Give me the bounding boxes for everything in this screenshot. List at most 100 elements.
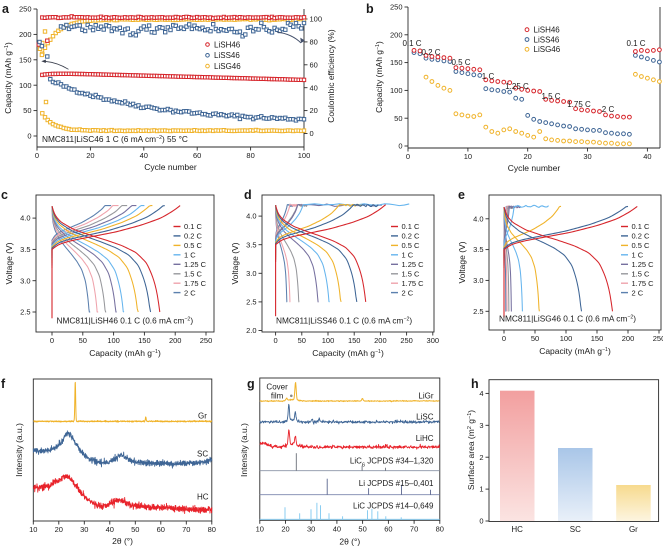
svg-text:1.25 C: 1.25 C xyxy=(632,260,655,269)
svg-text:0: 0 xyxy=(27,132,31,141)
svg-text:2.5: 2.5 xyxy=(246,298,256,307)
svg-text:40: 40 xyxy=(106,525,114,534)
svg-text:d: d xyxy=(244,188,252,202)
svg-text:100: 100 xyxy=(19,81,32,90)
svg-text:0.1 C: 0.1 C xyxy=(184,222,203,231)
svg-text:70: 70 xyxy=(410,524,418,533)
svg-text:Capacity (mAh g−1): Capacity (mAh g−1) xyxy=(3,42,13,114)
svg-text:60: 60 xyxy=(193,151,201,160)
svg-text:1: 1 xyxy=(479,485,483,494)
svg-text:40: 40 xyxy=(140,151,148,160)
svg-text:2θ (°): 2θ (°) xyxy=(112,536,133,546)
svg-text:1.25 C: 1.25 C xyxy=(184,260,207,269)
svg-text:1.5 C: 1.5 C xyxy=(632,269,651,278)
svg-text:80: 80 xyxy=(310,38,318,47)
svg-text:g: g xyxy=(247,377,255,391)
svg-text:100: 100 xyxy=(107,336,120,345)
svg-text:SC: SC xyxy=(570,525,581,534)
svg-text:LiC JCPDS #14–0,649: LiC JCPDS #14–0,649 xyxy=(353,502,434,511)
svg-text:LiSG46: LiSG46 xyxy=(214,62,241,71)
svg-text:3.5: 3.5 xyxy=(246,240,256,249)
svg-text:LiSS46: LiSS46 xyxy=(214,51,240,60)
svg-text:4.0: 4.0 xyxy=(473,214,483,223)
svg-text:40: 40 xyxy=(333,524,341,533)
svg-text:1 C: 1 C xyxy=(402,251,414,260)
svg-text:0.1 C: 0.1 C xyxy=(402,222,421,231)
svg-text:3.5: 3.5 xyxy=(20,245,30,254)
svg-text:4.0: 4.0 xyxy=(246,212,256,221)
svg-text:10: 10 xyxy=(464,152,472,161)
svg-text:1.75 C: 1.75 C xyxy=(632,279,655,288)
svg-text:2.5: 2.5 xyxy=(20,308,30,317)
svg-text:NMC811|LiSG46 0.1 C (0.6 mA cm: NMC811|LiSG46 0.1 C (0.6 mA cm−2) xyxy=(499,314,636,324)
svg-text:1 C: 1 C xyxy=(632,251,644,260)
svg-text:20: 20 xyxy=(524,152,532,161)
svg-text:Capacity (mAh g−1): Capacity (mAh g−1) xyxy=(374,41,384,113)
svg-text:300: 300 xyxy=(427,336,440,345)
svg-text:1.5 C: 1.5 C xyxy=(402,269,421,278)
svg-text:f: f xyxy=(1,377,6,391)
svg-text:3: 3 xyxy=(479,421,483,430)
svg-text:3.0: 3.0 xyxy=(473,276,483,285)
svg-text:0: 0 xyxy=(310,129,314,138)
svg-text:250: 250 xyxy=(390,3,403,12)
svg-text:250: 250 xyxy=(200,336,213,345)
svg-text:250: 250 xyxy=(653,334,663,343)
svg-text:NMC811|LiSH46 0.1 C (0.6 mA cm: NMC811|LiSH46 0.1 C (0.6 mA cm−2) xyxy=(57,316,194,326)
svg-text:40: 40 xyxy=(643,152,651,161)
svg-text:0.2 C: 0.2 C xyxy=(402,232,421,241)
svg-text:film: film xyxy=(271,392,284,401)
svg-text:200: 200 xyxy=(622,334,635,343)
svg-text:3.0: 3.0 xyxy=(20,276,30,285)
svg-text:60: 60 xyxy=(157,525,165,534)
svg-text:100: 100 xyxy=(560,334,573,343)
svg-text:2 C: 2 C xyxy=(402,288,414,297)
svg-text:250: 250 xyxy=(400,336,413,345)
svg-text:150: 150 xyxy=(390,58,403,67)
svg-text:0: 0 xyxy=(398,142,402,151)
svg-text:2θ (°): 2θ (°) xyxy=(339,536,360,546)
svg-text:Surface area (m2 g−1): Surface area (m2 g−1) xyxy=(466,410,476,490)
svg-text:b: b xyxy=(366,2,374,16)
svg-text:0: 0 xyxy=(35,151,39,160)
svg-text:1 C: 1 C xyxy=(482,72,495,81)
svg-text:200: 200 xyxy=(169,336,182,345)
svg-text:1.25 C: 1.25 C xyxy=(402,260,425,269)
svg-text:0.2 C: 0.2 C xyxy=(421,48,440,57)
svg-text:0.1 C: 0.1 C xyxy=(402,39,421,48)
svg-text:LiSS46: LiSS46 xyxy=(534,35,560,44)
svg-text:Coulombic efficiency (%): Coulombic efficiency (%) xyxy=(326,29,336,123)
svg-text:Capacity (mAh g−1): Capacity (mAh g−1) xyxy=(89,348,161,358)
svg-text:Cover: Cover xyxy=(266,383,288,392)
svg-text:Intensity (a.u.): Intensity (a.u.) xyxy=(14,423,24,477)
svg-text:0.5 C: 0.5 C xyxy=(402,241,421,250)
svg-text:3.5: 3.5 xyxy=(473,245,483,254)
svg-text:50: 50 xyxy=(79,336,87,345)
svg-text:150: 150 xyxy=(591,334,604,343)
svg-text:Cycle number: Cycle number xyxy=(508,163,561,173)
svg-text:4.0: 4.0 xyxy=(20,214,30,223)
svg-text:LiSC: LiSC xyxy=(416,412,434,421)
svg-text:50: 50 xyxy=(23,106,31,115)
svg-text:0: 0 xyxy=(406,152,410,161)
svg-text:HC: HC xyxy=(197,493,209,502)
svg-text:200: 200 xyxy=(390,30,403,39)
svg-text:40: 40 xyxy=(310,83,318,92)
svg-text:1.5 C: 1.5 C xyxy=(541,92,560,101)
svg-text:LiC6 JCPDS #34–1,320: LiC6 JCPDS #34–1,320 xyxy=(350,457,434,469)
svg-text:1 C: 1 C xyxy=(184,251,196,260)
svg-text:LiHC: LiHC xyxy=(416,434,434,443)
svg-text:Capacity (mAh g−1): Capacity (mAh g−1) xyxy=(312,348,384,358)
svg-text:2 C: 2 C xyxy=(184,288,196,297)
svg-text:LiSH46: LiSH46 xyxy=(534,26,561,35)
svg-text:0.5 C: 0.5 C xyxy=(451,58,470,67)
svg-text:0.5 C: 0.5 C xyxy=(184,241,203,250)
svg-text:0: 0 xyxy=(479,517,483,526)
svg-text:Voltage (V): Voltage (V) xyxy=(457,241,467,283)
svg-text:2: 2 xyxy=(479,453,483,462)
svg-text:HC: HC xyxy=(511,525,523,534)
svg-text:100: 100 xyxy=(310,15,323,24)
svg-text:200: 200 xyxy=(19,30,32,39)
svg-text:20: 20 xyxy=(310,106,318,115)
svg-text:150: 150 xyxy=(348,336,361,345)
